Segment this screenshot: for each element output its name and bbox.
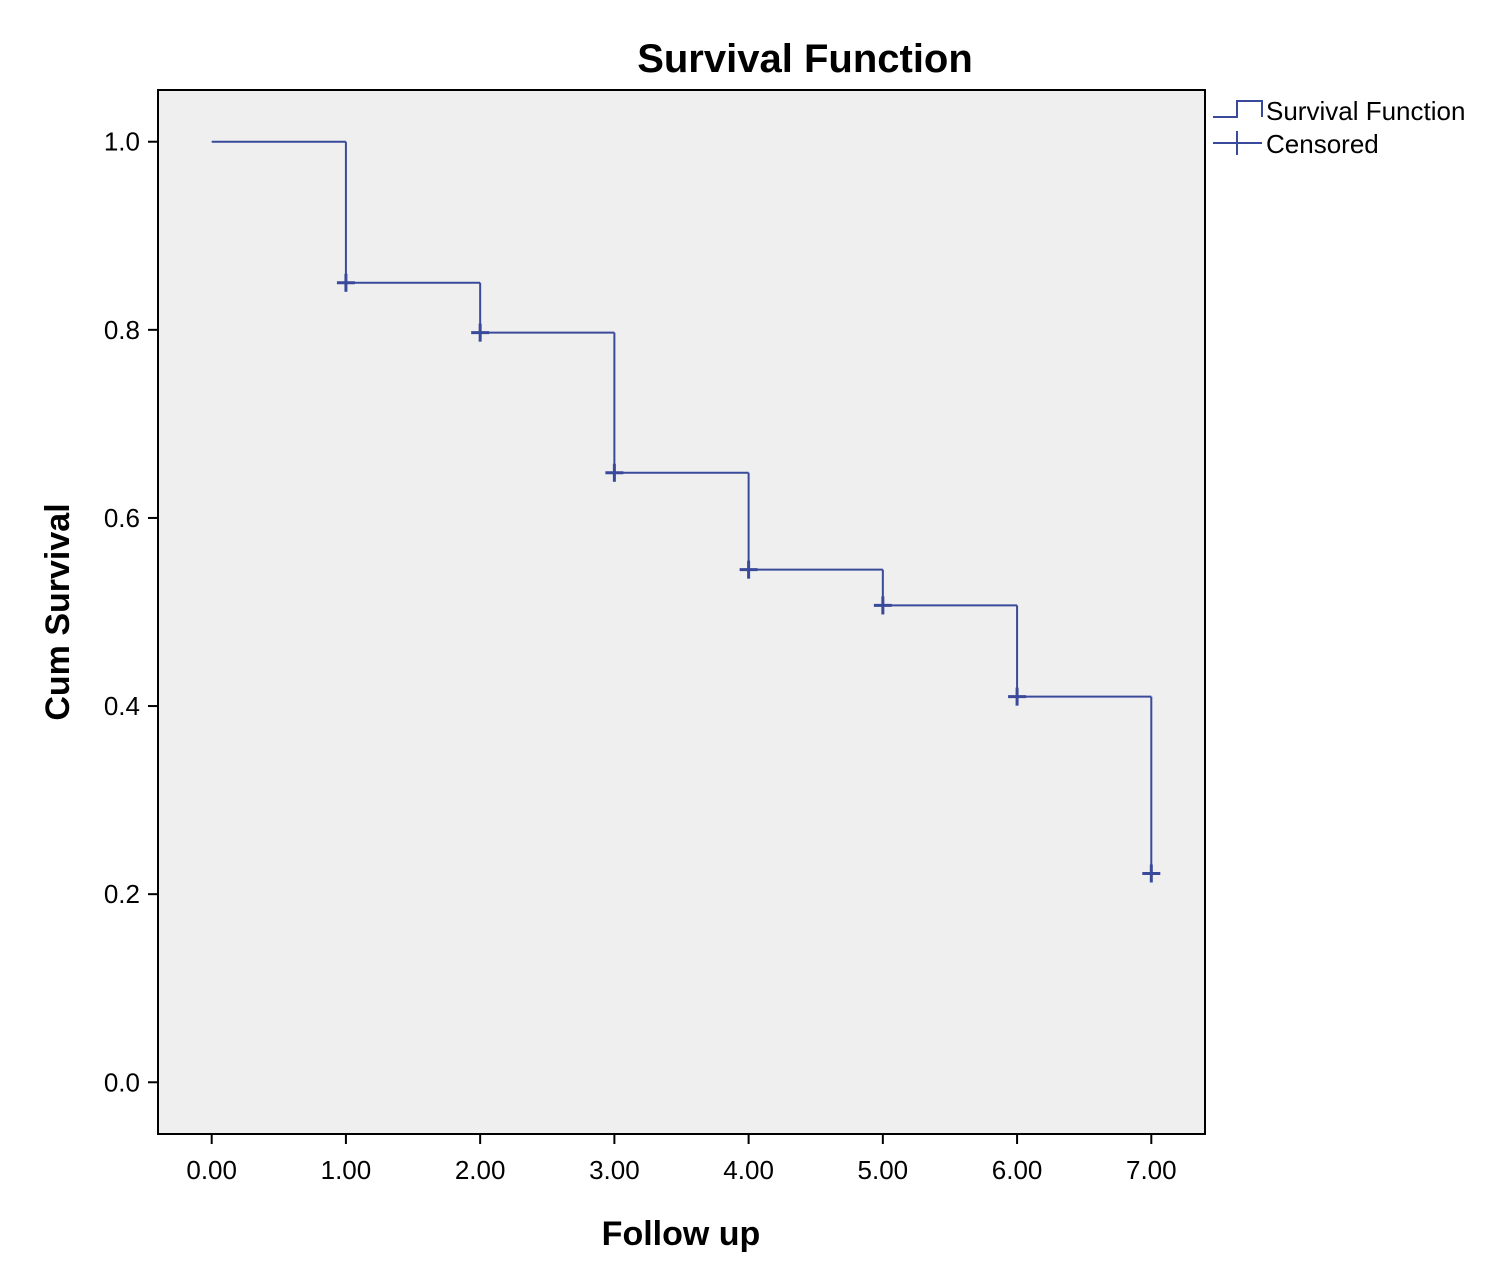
y-tick-label: 0.4 — [104, 691, 140, 721]
y-axis-label: Cum Survival — [39, 503, 77, 720]
x-tick-label: 5.00 — [858, 1155, 909, 1185]
x-axis: 0.00 1.00 2.00 3.00 4.00 5.00 6.00 7.00 — [186, 1134, 1177, 1185]
x-tick-label: 6.00 — [992, 1155, 1043, 1185]
x-tick-label: 4.00 — [723, 1155, 774, 1185]
chart-title: Survival Function — [637, 37, 973, 81]
y-axis: 0.0 0.2 0.4 0.6 0.8 1.0 — [104, 127, 158, 1097]
plot-area — [157, 89, 1206, 1135]
y-tick-label: 1.0 — [104, 127, 140, 157]
y-tick-label: 0.2 — [104, 879, 140, 909]
x-tick-label: 2.00 — [455, 1155, 506, 1185]
legend-survival-label: Survival Function — [1266, 96, 1465, 126]
legend-censored-label: Censored — [1266, 129, 1379, 159]
y-tick-label: 0.0 — [104, 1067, 140, 1097]
y-tick-label: 0.8 — [104, 315, 140, 345]
x-tick-label: 1.00 — [321, 1155, 372, 1185]
x-tick-label: 3.00 — [589, 1155, 640, 1185]
x-axis-label: Follow up — [602, 1215, 761, 1253]
legend: Survival Function Censored — [1213, 96, 1465, 159]
x-tick-label: 7.00 — [1126, 1155, 1177, 1185]
series-layer — [211, 140, 1161, 883]
y-tick-label: 0.6 — [104, 503, 140, 533]
legend-survival-symbol — [1213, 100, 1263, 118]
x-tick-label: 0.00 — [186, 1155, 237, 1185]
